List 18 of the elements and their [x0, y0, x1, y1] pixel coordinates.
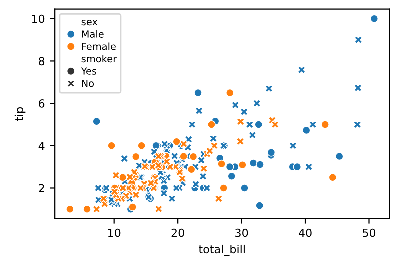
y-tick-label: 6: [39, 100, 45, 108]
y-tick-label: 10: [32, 14, 45, 24]
y-tick-label: 2: [39, 184, 44, 192]
x-tick-label: 30: [236, 228, 248, 238]
legend-title: sex: [82, 20, 98, 26]
y-axis-title: tip: [14, 108, 26, 122]
x-tick-label: 10: [108, 228, 121, 238]
annotation: No: [82, 80, 94, 88]
legend-label: Male: [82, 30, 104, 38]
annotation: Yes: [81, 68, 97, 75]
y-tick-label: 8: [39, 57, 45, 66]
x-tick-label: 40: [298, 228, 312, 238]
x-tick-label: 50: [363, 228, 376, 238]
annotation: smoker: [82, 55, 118, 63]
y-tick-label: 4: [38, 142, 45, 150]
x-axis-title: total_bill: [199, 244, 245, 256]
x-tick-label: 20: [172, 228, 184, 238]
legend-label: Female: [82, 42, 116, 50]
